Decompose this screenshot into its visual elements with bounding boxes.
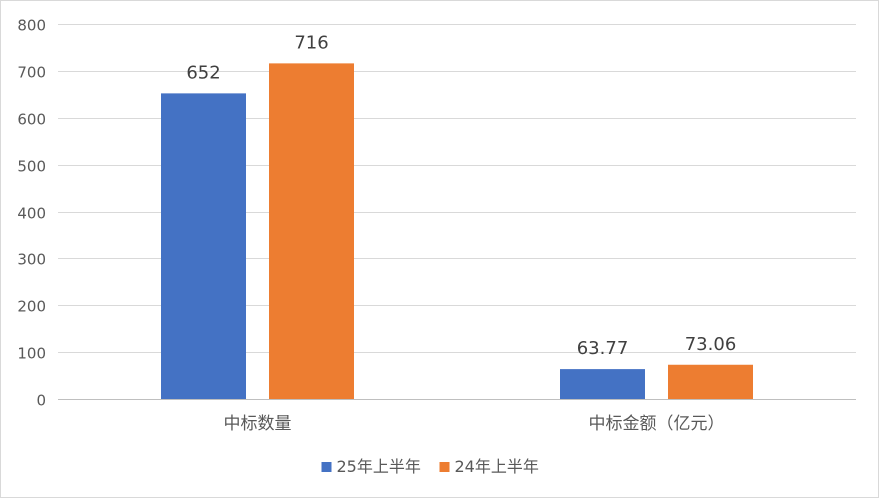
- bar-series-2: [668, 364, 753, 399]
- legend: 25年上半年 24年上半年: [321, 457, 539, 476]
- y-axis-ticks: 0 100 200 300 400 500 600 700 800: [17, 17, 46, 410]
- x-axis-categories: 中标数量 中标金额（亿元）: [224, 414, 725, 434]
- legend-label: 24年上半年: [455, 457, 539, 476]
- data-label: 652: [186, 62, 220, 83]
- x-category-label: 中标金额（亿元）: [589, 414, 725, 434]
- y-tick-label: 700: [17, 64, 46, 82]
- y-tick-label: 0: [36, 392, 46, 410]
- bar-series-1: [161, 93, 246, 399]
- legend-label: 25年上半年: [337, 457, 421, 476]
- data-label: 716: [294, 32, 328, 53]
- y-tick-label: 200: [17, 298, 46, 316]
- data-labels: 652 716 63.77 73.06: [186, 32, 736, 359]
- y-tick-label: 500: [17, 158, 46, 176]
- y-tick-label: 100: [17, 345, 46, 363]
- y-tick-label: 300: [17, 251, 46, 269]
- x-category-label: 中标数量: [224, 414, 292, 434]
- y-tick-label: 800: [17, 17, 46, 35]
- legend-swatch: [321, 462, 332, 472]
- bar-series-2: [269, 63, 354, 399]
- legend-swatch: [439, 462, 450, 472]
- data-label: 73.06: [685, 334, 737, 355]
- data-label: 63.77: [577, 338, 629, 359]
- bar-series-1: [560, 369, 645, 399]
- y-tick-label: 600: [17, 111, 46, 129]
- bars: [161, 63, 753, 399]
- y-tick-label: 400: [17, 205, 46, 223]
